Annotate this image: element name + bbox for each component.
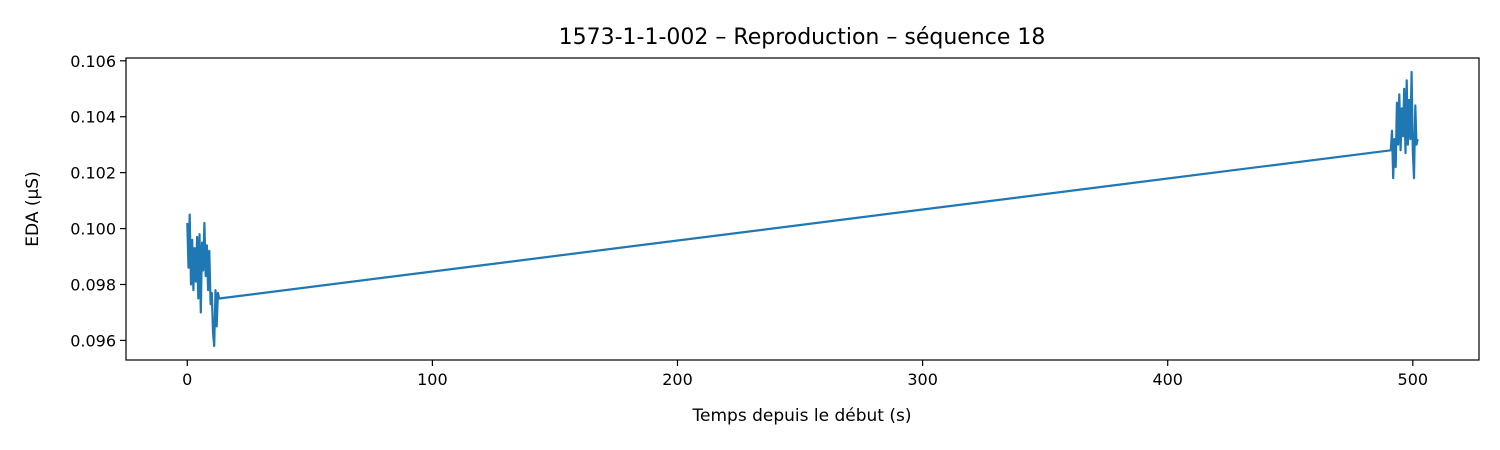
y-tick-label: 0.096 — [70, 331, 116, 350]
y-axis-ticks: 0.096 0.098 0.100 0.102 0.104 0.106 — [70, 52, 126, 350]
series-layer — [186, 70, 1419, 348]
y-tick-label: 0.102 — [70, 164, 116, 183]
plot-frame — [125, 57, 1480, 361]
x-tick-label: 500 — [1398, 370, 1429, 389]
chart-title: 1573-1-1-002 – Reproduction – séquence 1… — [559, 25, 1046, 50]
x-tick-label: 200 — [662, 370, 693, 389]
x-axis-label: Temps depuis le début (s) — [692, 406, 912, 426]
x-tick-label: 100 — [417, 370, 448, 389]
eda-series-line — [186, 70, 1419, 348]
y-tick-label: 0.100 — [70, 220, 116, 239]
y-axis-label: EDA (µS) — [23, 171, 43, 246]
y-tick-label: 0.104 — [70, 108, 116, 127]
y-tick-label: 0.106 — [70, 52, 116, 71]
x-tick-label: 0 — [182, 370, 192, 389]
x-axis-ticks: 0 100 200 300 400 500 — [182, 360, 1428, 389]
x-tick-label: 400 — [1152, 370, 1183, 389]
x-tick-label: 300 — [907, 370, 938, 389]
y-tick-label: 0.098 — [70, 276, 116, 295]
